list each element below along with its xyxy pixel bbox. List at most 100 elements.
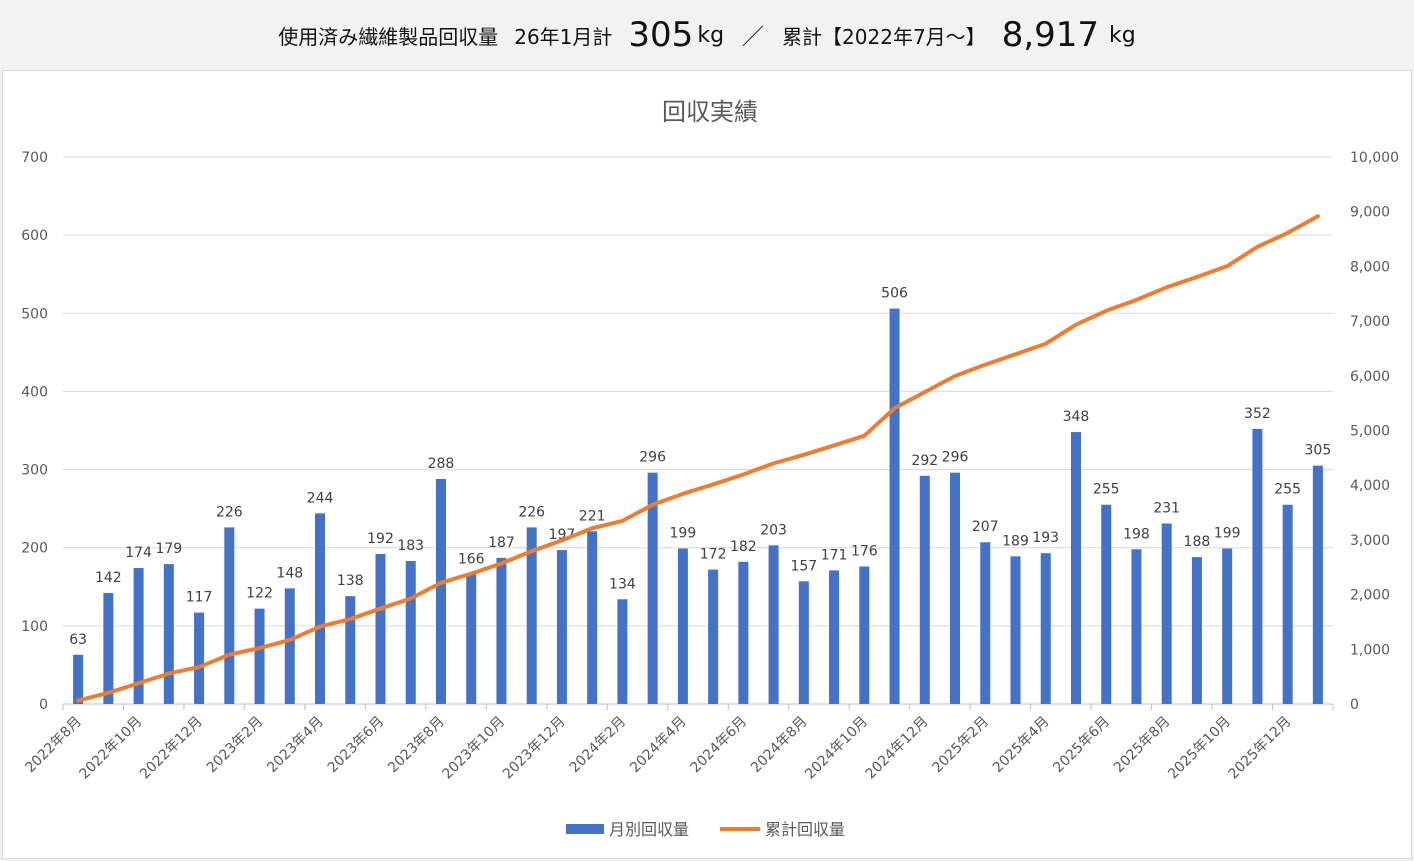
bar-data-label: 182 <box>730 539 757 555</box>
bar-2025年8月 <box>1161 523 1172 704</box>
bar-2023年7月 <box>405 560 416 704</box>
bar-2025年3月 <box>1010 556 1021 704</box>
y-right-tick-label: 4,000 <box>1350 478 1390 494</box>
legend-label-cumulative: 累計回収量 <box>765 820 845 839</box>
bar-data-label: 189 <box>1002 533 1029 549</box>
y-right-tick-label: 0 <box>1350 697 1359 713</box>
bar-2024年2月 <box>617 599 628 704</box>
bar-2024年1月 <box>587 531 598 704</box>
x-tick-label: 2025年8月 <box>1111 714 1174 777</box>
summary-label: 使用済み繊維製品回収量 <box>278 24 499 49</box>
bar-data-label: 506 <box>881 286 908 302</box>
bar-2022年11月 <box>163 564 174 704</box>
bar-data-label: 193 <box>1032 530 1059 546</box>
x-tick-label: 2023年12月 <box>500 714 569 783</box>
total-value: 8,917 <box>1001 15 1100 55</box>
x-tick-label: 2024年6月 <box>688 714 751 777</box>
bar-data-label: 134 <box>609 576 636 592</box>
bar-2024年9月 <box>829 570 840 704</box>
y-right-tick-label: 8,000 <box>1350 259 1390 275</box>
bar-data-label: 292 <box>911 453 938 469</box>
bar-2023年4月 <box>315 513 326 704</box>
bar-2025年4月 <box>1040 553 1051 704</box>
y-left-tick-label: 0 <box>39 697 48 713</box>
summary-header: 使用済み繊維製品回収量 26年1月計 305 kg ／ 累計【2022年7月～】… <box>0 0 1414 70</box>
bar-2023年8月 <box>435 478 446 704</box>
bar-2023年11月 <box>526 527 537 704</box>
x-tick-label: 2023年6月 <box>325 714 388 777</box>
bar-data-label: 117 <box>186 590 213 606</box>
bar-data-label: 352 <box>1244 406 1271 422</box>
y-right-tick-label: 1,000 <box>1350 642 1390 658</box>
bar-data-label: 288 <box>428 456 455 472</box>
bar-2022年12月 <box>194 612 205 704</box>
bar-data-label: 296 <box>639 450 666 466</box>
cumulative-line <box>76 214 1320 703</box>
bar-data-label: 183 <box>397 538 424 554</box>
x-tick-label: 2024年2月 <box>567 714 630 777</box>
y-right-tick-label: 5,000 <box>1350 424 1390 440</box>
bar-2025年6月 <box>1101 504 1112 704</box>
bar-data-label: 166 <box>458 551 485 567</box>
x-tick-label: 2023年10月 <box>439 714 508 783</box>
bar-data-label: 138 <box>337 573 364 589</box>
bar-data-label: 244 <box>307 490 334 506</box>
month-value: 305 <box>628 15 694 55</box>
y-left-tick-label: 700 <box>21 150 48 166</box>
bar-data-label: 255 <box>1093 482 1120 498</box>
bar-2024年5月 <box>708 569 719 704</box>
bar-2025年5月 <box>1070 432 1081 704</box>
y-left-tick-label: 400 <box>21 384 48 400</box>
bar-data-label: 305 <box>1305 443 1332 459</box>
x-tick-label: 2025年4月 <box>990 714 1053 777</box>
total-unit: kg <box>1109 22 1136 48</box>
bar-2025年11月 <box>1252 428 1263 704</box>
y-right-tick-label: 9,000 <box>1350 205 1390 221</box>
bar-data-label: 226 <box>518 504 545 520</box>
bar-2023年5月 <box>345 596 356 704</box>
bar-data-label: 199 <box>1214 525 1241 541</box>
separator: ／ <box>742 25 765 50</box>
x-tick-label: 2025年6月 <box>1050 714 1113 777</box>
bar-2023年2月 <box>254 608 265 704</box>
bar-2024年6月 <box>738 561 749 704</box>
bar-data-label: 255 <box>1274 482 1301 498</box>
x-tick-label: 2023年8月 <box>385 714 448 777</box>
bar-data-label: 157 <box>790 558 817 574</box>
bar-data-label: 296 <box>942 450 969 466</box>
bar-data-label: 203 <box>760 522 787 538</box>
bar-2025年12月 <box>1282 504 1293 704</box>
bar-data-label: 192 <box>367 531 394 547</box>
bar-data-label: 231 <box>1153 500 1180 516</box>
y-left-tick-label: 100 <box>21 619 48 635</box>
legend-swatch-monthly <box>566 824 604 834</box>
bar-data-label: 188 <box>1184 534 1211 550</box>
bar-2024年10月 <box>859 566 870 704</box>
bar-2022年9月 <box>103 593 114 704</box>
x-tick-label: 2022年10月 <box>77 714 146 783</box>
bar-data-label: 187 <box>488 535 515 551</box>
bar-2024年7月 <box>768 545 779 704</box>
total-label: 累計【2022年7月～】 <box>782 24 986 49</box>
chart-area <box>2 70 1412 859</box>
bar-data-label: 171 <box>821 547 848 563</box>
y-left-tick-label: 600 <box>21 228 48 244</box>
bar-2024年8月 <box>798 581 809 704</box>
bar-data-label: 198 <box>1123 526 1150 542</box>
x-tick-label: 2025年10月 <box>1165 714 1234 783</box>
bar-data-label: 122 <box>246 586 273 602</box>
bar-2024年3月 <box>647 472 658 704</box>
x-tick-label: 2023年2月 <box>204 714 267 777</box>
bar-2025年9月 <box>1191 557 1202 704</box>
bar-2023年10月 <box>496 557 507 704</box>
bar-2024年11月 <box>889 308 900 704</box>
bar-data-label: 148 <box>276 565 303 581</box>
x-tick-label: 2025年2月 <box>929 714 992 777</box>
bar-2022年8月 <box>73 654 84 704</box>
bar-2025年10月 <box>1222 548 1233 704</box>
y-right-tick-label: 10,000 <box>1350 150 1399 166</box>
bar-data-label: 179 <box>155 541 182 557</box>
chart-title: 回収実績 <box>662 98 758 126</box>
y-right-tick-label: 6,000 <box>1350 369 1390 385</box>
